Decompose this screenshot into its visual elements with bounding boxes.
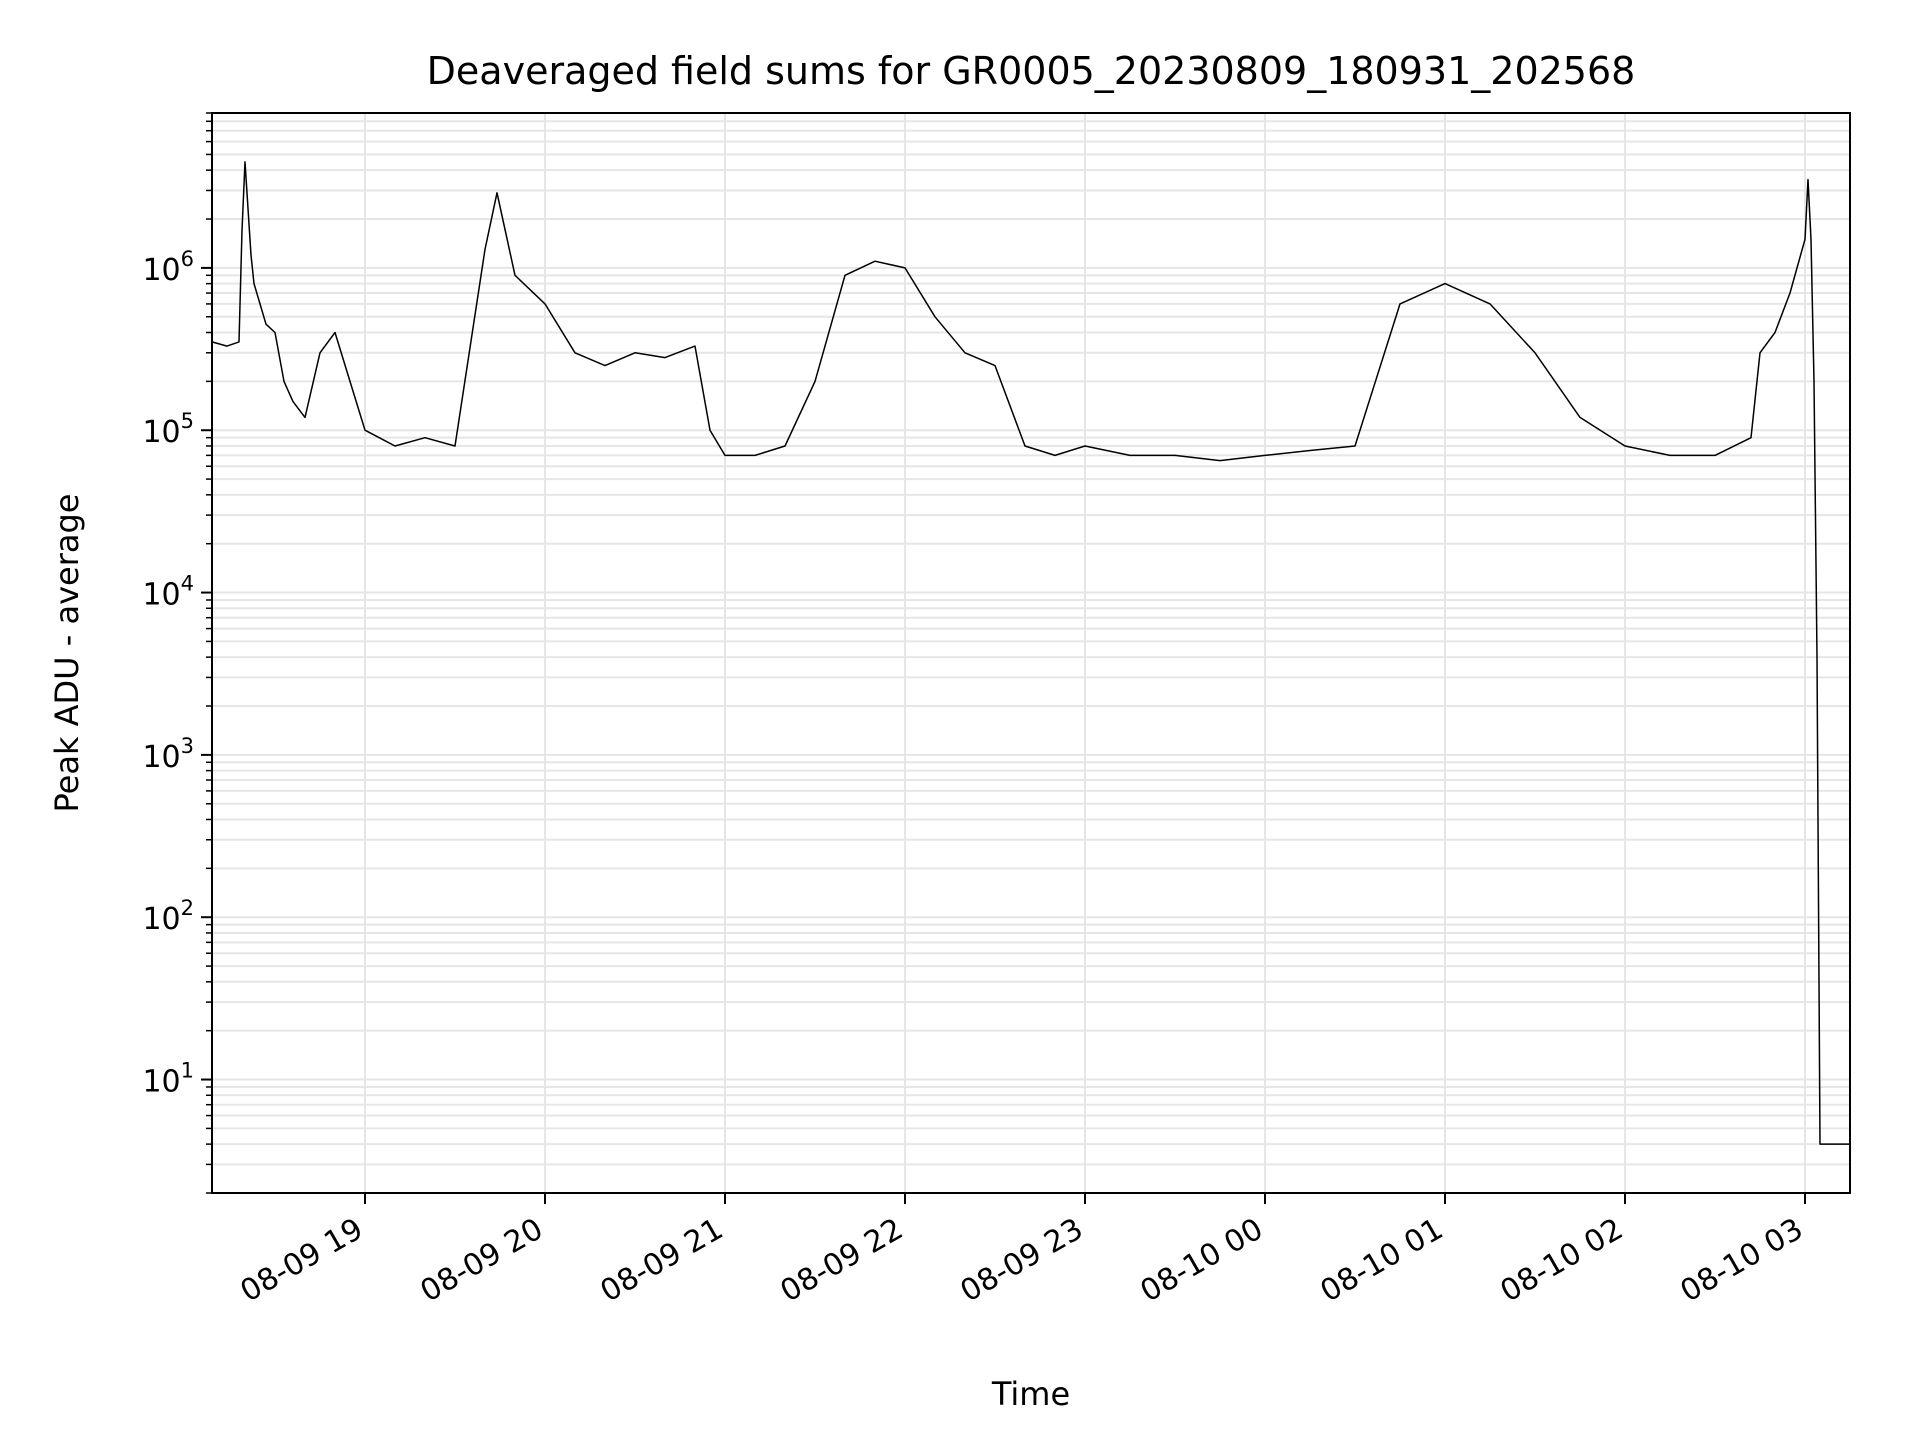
plot-frame <box>211 112 1851 1194</box>
series-line <box>211 161 1850 1145</box>
y-tick-label: 106 <box>142 247 194 288</box>
y-axis-title: Peak ADU - average <box>48 494 86 813</box>
y-tick-label: 104 <box>142 572 194 613</box>
y-tick-label: 103 <box>142 734 194 775</box>
chart-title: Deaveraged field sums for GR0005_2023080… <box>427 49 1636 93</box>
y-tick-label: 105 <box>142 409 194 450</box>
grid <box>212 112 1850 1194</box>
x-axis-title: Time <box>991 1375 1070 1413</box>
series-layer <box>211 161 1850 1145</box>
y-tick-label: 102 <box>142 896 194 937</box>
y-tick-label: 101 <box>142 1059 194 1100</box>
